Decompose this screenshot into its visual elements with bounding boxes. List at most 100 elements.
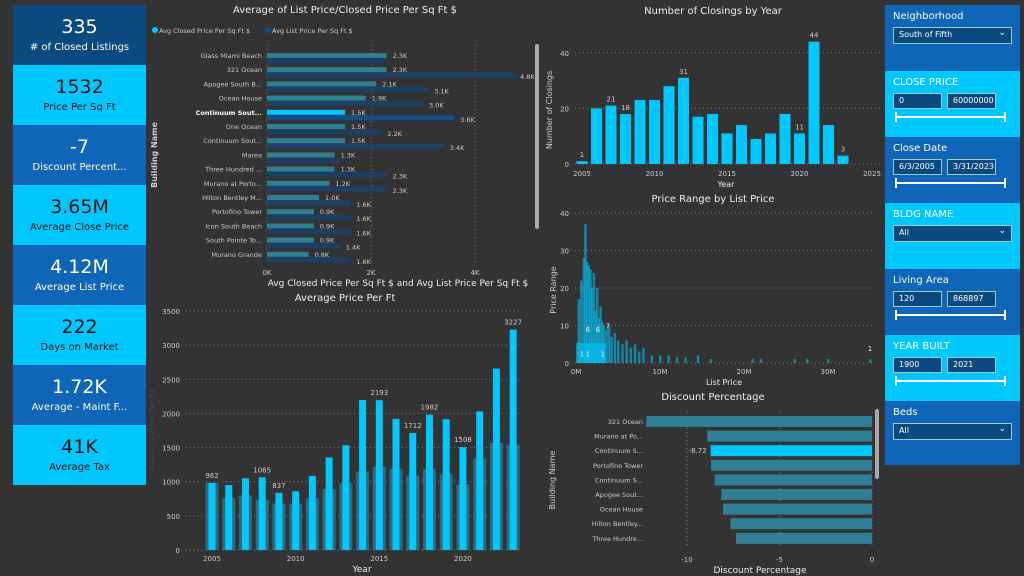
primary-bar[interactable]	[409, 433, 417, 550]
list-bar[interactable]	[267, 72, 517, 78]
price-range-bar[interactable]	[582, 258, 586, 363]
primary-bar[interactable]	[208, 482, 216, 550]
price-range-bar[interactable]	[684, 357, 687, 363]
price-range-bar[interactable]	[610, 336, 613, 363]
discount-bar[interactable]	[646, 416, 872, 427]
price-range-bar[interactable]	[597, 318, 601, 363]
primary-bar[interactable]	[492, 368, 500, 550]
discount-bar[interactable]	[736, 532, 872, 544]
year-built-min-input[interactable]: 1900	[893, 357, 942, 373]
discount-bar[interactable]	[714, 474, 872, 486]
price-range-bar[interactable]	[793, 359, 796, 363]
list-bar[interactable]	[267, 86, 429, 92]
price-range-bar[interactable]	[629, 348, 633, 363]
primary-bar[interactable]	[308, 475, 316, 550]
price-range-bar[interactable]	[580, 280, 583, 364]
primary-bar[interactable]	[375, 400, 383, 550]
closed-bar[interactable]	[267, 53, 387, 58]
list-bar[interactable]	[267, 257, 351, 263]
price-range-bar[interactable]	[587, 265, 591, 364]
price-range-bar[interactable]	[709, 359, 712, 363]
closings-bar[interactable]	[794, 133, 805, 164]
primary-bar[interactable]	[258, 477, 266, 550]
primary-bar[interactable]	[509, 329, 517, 550]
price-range-bar[interactable]	[759, 359, 763, 363]
closed-bar[interactable]	[267, 180, 330, 186]
primary-bar[interactable]	[225, 485, 233, 550]
year-built-max-input[interactable]: 2021	[947, 357, 996, 373]
list-bar[interactable]	[267, 115, 455, 121]
price-range-bar[interactable]	[869, 359, 872, 363]
list-bar[interactable]	[267, 172, 387, 178]
list-bar[interactable]	[267, 228, 351, 234]
price-range-bar[interactable]	[751, 359, 754, 363]
closings-bar[interactable]	[591, 108, 602, 164]
close-date-range-slider[interactable]	[895, 178, 1006, 188]
closings-bar[interactable]	[663, 86, 675, 164]
price-range-bar[interactable]	[667, 355, 670, 364]
year-built-range-slider[interactable]	[895, 376, 1006, 386]
closings-bar[interactable]	[808, 41, 820, 164]
closings-bar[interactable]	[649, 100, 660, 164]
closings-bar[interactable]	[692, 116, 704, 164]
living-area-min-input[interactable]: 120	[893, 291, 942, 307]
closings-bar[interactable]	[576, 161, 588, 164]
price-range-bar[interactable]	[617, 340, 620, 364]
close-price-max-input[interactable]: 60000000	[947, 93, 996, 109]
closed-bar[interactable]	[267, 195, 319, 200]
primary-bar[interactable]	[425, 414, 433, 550]
price-range-bar[interactable]	[613, 333, 617, 363]
closings-bar[interactable]	[736, 125, 747, 164]
closed-bar[interactable]	[267, 138, 345, 144]
closings-bar[interactable]	[721, 133, 733, 164]
price-range-bar[interactable]	[696, 355, 700, 364]
closings-bar[interactable]	[707, 113, 718, 164]
closings-bar[interactable]	[678, 77, 689, 164]
scrollbar[interactable]	[535, 44, 539, 229]
price-range-bar[interactable]	[596, 288, 599, 363]
primary-bar[interactable]	[392, 418, 400, 550]
primary-bar[interactable]	[241, 478, 249, 550]
close-date-start-input[interactable]: 6/3/2005	[893, 159, 942, 175]
price-range-bar[interactable]	[659, 355, 662, 364]
primary-bar[interactable]	[342, 445, 350, 550]
list-bar[interactable]	[267, 129, 382, 135]
closings-bar[interactable]	[823, 125, 834, 164]
primary-bar[interactable]	[459, 447, 467, 550]
closed-bar[interactable]	[267, 223, 314, 229]
closed-bar[interactable]	[267, 209, 314, 215]
closed-bar[interactable]	[267, 166, 335, 172]
neighborhood-dropdown[interactable]: South of Fifth ⌄	[893, 27, 1012, 44]
closings-bar[interactable]	[620, 113, 631, 164]
closings-bar[interactable]	[750, 138, 762, 164]
beds-dropdown[interactable]: All ⌄	[893, 423, 1012, 440]
list-bar[interactable]	[267, 157, 340, 163]
discount-bar[interactable]	[730, 518, 872, 530]
closed-bar[interactable]	[267, 124, 345, 129]
closed-bar[interactable]	[267, 95, 366, 101]
price-range-bar[interactable]	[650, 355, 654, 364]
primary-bar[interactable]	[359, 400, 367, 550]
close-date-end-input[interactable]: 3/31/2023	[947, 159, 996, 175]
closings-bar[interactable]	[779, 113, 791, 164]
living-area-max-input[interactable]: 868897	[947, 291, 996, 307]
scrollbar[interactable]	[875, 409, 879, 479]
list-bar[interactable]	[267, 243, 340, 249]
price-range-bar[interactable]	[621, 344, 624, 363]
closings-bar[interactable]	[634, 100, 646, 164]
closed-bar[interactable]	[267, 251, 309, 257]
price-range-bar[interactable]	[585, 261, 589, 363]
primary-bar[interactable]	[442, 419, 450, 550]
price-range-bar[interactable]	[625, 340, 628, 364]
closings-bar[interactable]	[765, 133, 776, 164]
price-range-bar[interactable]	[594, 310, 597, 364]
closed-bar[interactable]	[267, 109, 345, 115]
price-range-bar[interactable]	[607, 325, 611, 364]
price-range-bar[interactable]	[577, 299, 581, 363]
discount-bar[interactable]	[711, 459, 872, 471]
price-range-bar[interactable]	[806, 359, 809, 363]
close-price-min-input[interactable]: 0	[893, 93, 942, 109]
closings-bar[interactable]	[605, 105, 617, 164]
price-range-bar[interactable]	[638, 351, 641, 363]
price-range-bar[interactable]	[599, 306, 602, 363]
